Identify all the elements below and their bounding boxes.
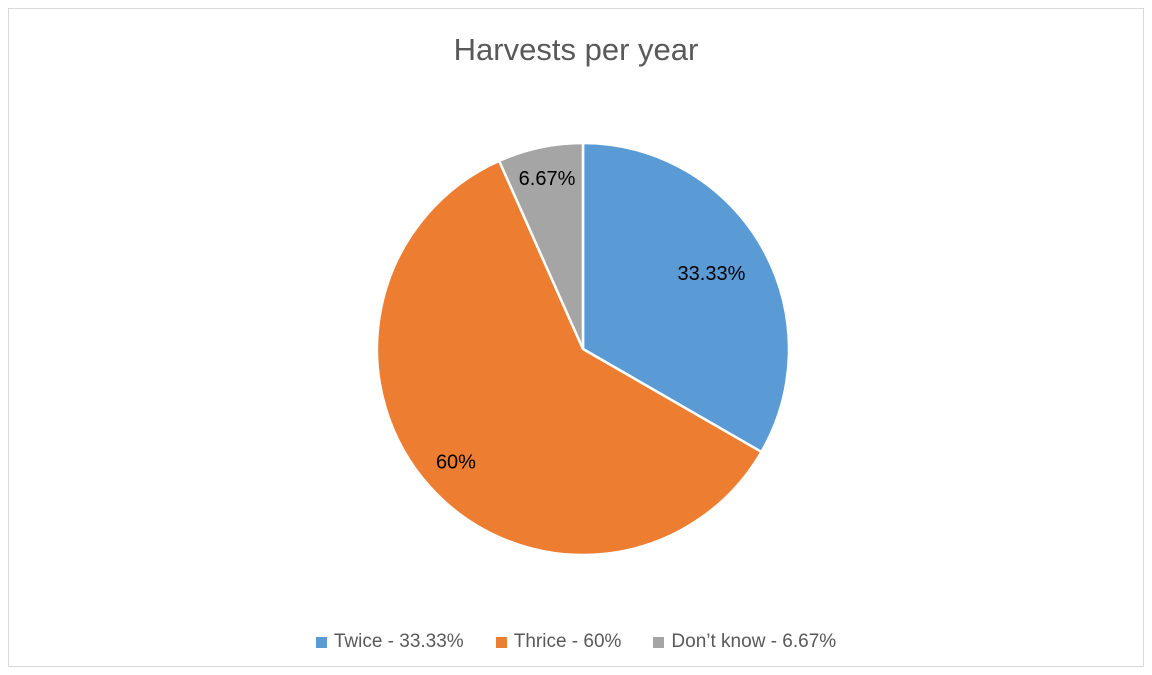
legend-item-thrice: Thrice - 60% xyxy=(495,631,622,653)
legend-label-dont-know: Don’t know - 6.67% xyxy=(671,631,837,652)
chart-title: Harvests per year xyxy=(453,32,699,67)
legend-swatch-dont-know xyxy=(653,636,665,648)
legend-swatch-twice xyxy=(315,636,327,648)
data-label-dont-know: 6.67% xyxy=(519,168,576,190)
legend-item-twice: Twice - 33.33% xyxy=(315,631,464,653)
pie-slice-twice xyxy=(581,141,791,454)
legend-swatch-thrice xyxy=(495,636,507,648)
pie-slice-dont-know xyxy=(497,141,585,351)
pie-slice-thrice xyxy=(375,159,763,557)
data-label-twice: 33.33% xyxy=(678,263,746,285)
data-label-thrice: 60% xyxy=(436,452,476,474)
legend-item-dont-know: Don’t know - 6.67% xyxy=(653,631,836,653)
legend-label-twice: Twice - 33.33% xyxy=(333,631,464,652)
legend: Twice - 33.33% Thrice - 60% Don’t know -… xyxy=(0,631,1152,653)
legend-label-thrice: Thrice - 60% xyxy=(513,631,622,652)
